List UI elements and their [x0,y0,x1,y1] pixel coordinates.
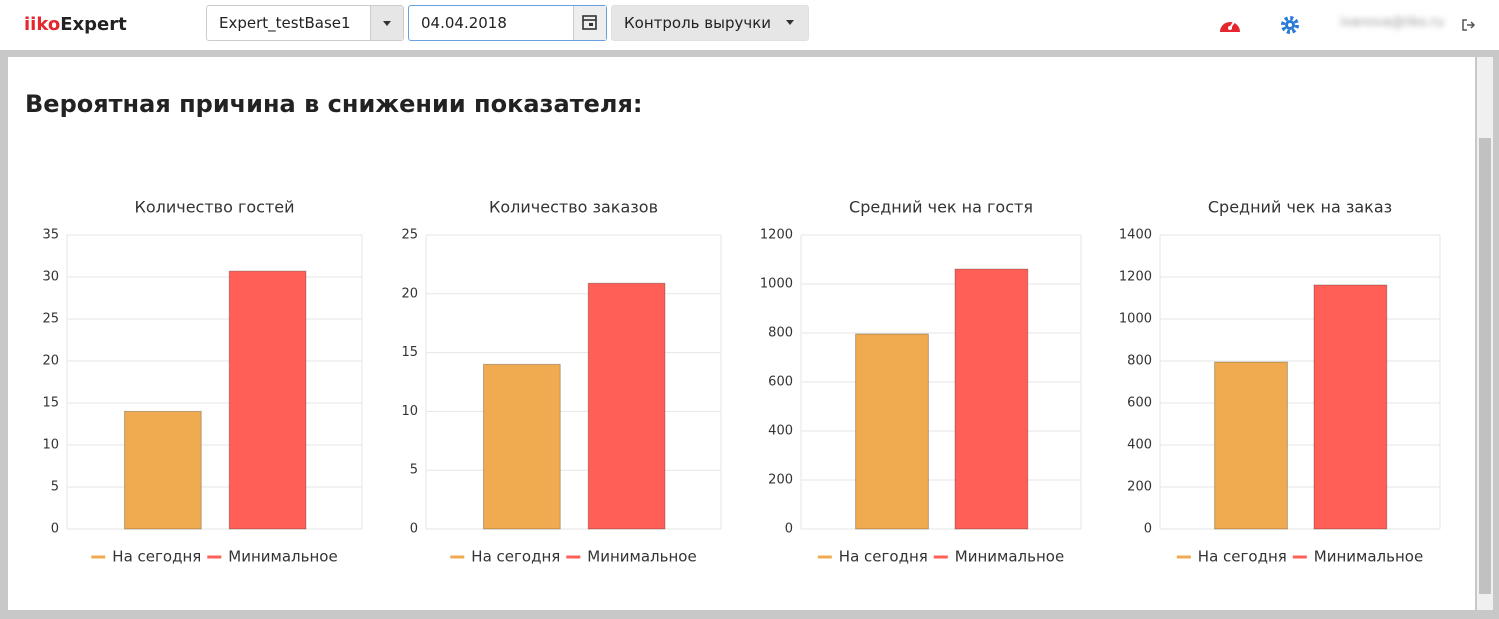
y-tick-label: 1200 [1119,270,1152,285]
y-tick-label: 20 [401,286,418,301]
legend-label: На сегодня [471,548,560,566]
legend-label: Минимальное [955,548,1064,566]
legend-label: Минимальное [587,548,696,566]
y-tick-label: 35 [42,228,59,243]
date-input[interactable]: 04.04.2018 [408,5,607,41]
bar [228,270,307,530]
y-tick-label: 200 [768,473,793,488]
bar [124,410,202,530]
y-tick-label: 10 [401,404,418,419]
legend-label: Минимальное [1314,548,1423,566]
legend-label: На сегодня [1198,548,1287,566]
y-tick-label: 400 [1127,438,1152,453]
y-tick-label: 200 [1127,480,1152,495]
settings-icon[interactable] [1280,15,1300,35]
chart-title: Средний чек на гостя [849,198,1033,217]
y-tick-label: 30 [42,270,59,285]
y-tick-label: 1000 [760,277,793,292]
page-heading: Вероятная причина в снижении показателя: [25,90,643,118]
y-tick-label: 600 [768,375,793,390]
scrollbar-thumb[interactable] [1479,138,1491,594]
bar [1214,361,1288,530]
bar [587,282,666,530]
y-tick-label: 800 [1127,354,1152,369]
y-tick-label: 400 [768,424,793,439]
database-label: Expert_testBase1 [219,14,351,32]
user-email[interactable]: ivanova@iiko.ru [1340,15,1444,30]
dashboard-icon[interactable] [1218,14,1242,36]
y-tick-label: 25 [401,228,418,243]
y-tick-label: 0 [1144,522,1152,537]
y-tick-label: 1400 [1119,228,1152,243]
logo[interactable]: iikoExpert [24,14,127,35]
logo-product: Expert [60,14,127,35]
y-tick-label: 15 [42,396,59,411]
logo-brand: iiko [24,14,61,35]
y-tick-label: 0 [410,522,418,537]
calendar-button[interactable] [573,6,606,40]
dropdown-arrow [370,6,403,40]
y-tick-label: 0 [785,522,793,537]
legend-label: На сегодня [112,548,201,566]
top-bar: iikoExpert Expert_testBase1 04.04.2018 К… [0,0,1499,50]
y-tick-label: 20 [42,354,59,369]
report-label: Контроль выручки [624,14,772,32]
y-tick-label: 800 [768,326,793,341]
bar [855,333,929,530]
chart-title: Средний чек на заказ [1208,198,1392,217]
date-label: 04.04.2018 [421,14,507,32]
y-tick-label: 15 [401,345,418,360]
chart-title: Количество гостей [134,198,294,217]
report-select[interactable]: Контроль выручки [611,5,809,41]
y-tick-label: 10 [42,438,59,453]
chart-title: Количество заказов [489,198,658,217]
y-tick-label: 0 [51,522,59,537]
database-select[interactable]: Expert_testBase1 [206,5,404,41]
y-tick-label: 5 [51,480,59,495]
y-tick-label: 25 [42,312,59,327]
bar [1313,284,1388,530]
logout-icon[interactable] [1461,18,1477,32]
legend-label: Минимальное [228,548,337,566]
y-tick-label: 1000 [1119,312,1152,327]
bar [483,363,561,530]
y-tick-label: 5 [410,463,418,478]
y-tick-label: 600 [1127,396,1152,411]
bar [954,268,1029,530]
legend-label: На сегодня [839,548,928,566]
y-tick-label: 1200 [760,228,793,243]
